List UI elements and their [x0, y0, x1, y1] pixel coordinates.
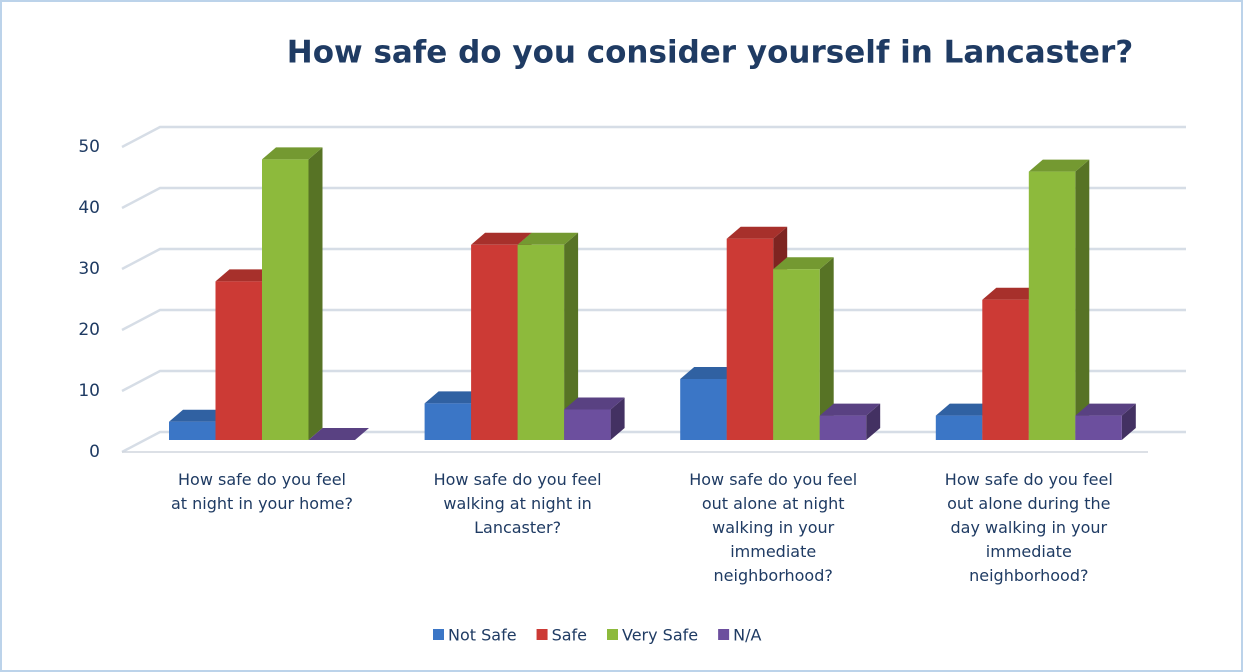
legend-label: N/A [733, 626, 761, 645]
bar-side [1121, 403, 1136, 440]
bar-top [262, 147, 323, 160]
bar-top [169, 409, 230, 422]
bar-top [471, 232, 532, 245]
bar-side [819, 257, 834, 440]
bar-side [1075, 159, 1090, 440]
bar-side [564, 232, 579, 440]
bar-front [935, 415, 983, 440]
y-tick-label: 10 [78, 381, 100, 401]
grid-line [121, 125, 1186, 149]
legend-swatch [536, 629, 548, 640]
x-tick-label: How safe do you feel out alone during the… [945, 470, 1113, 585]
bar-top [564, 397, 625, 410]
bar-front [262, 159, 309, 440]
bar-top [517, 232, 579, 245]
chart-title: How safe do you consider yourself in Lan… [287, 35, 1133, 71]
bar [308, 428, 369, 440]
bar-side [866, 403, 881, 440]
bar [1075, 403, 1136, 440]
y-tick-label: 50 [78, 137, 100, 157]
legend-swatch [433, 629, 444, 640]
bar-top [819, 403, 881, 416]
grid-line [121, 186, 1186, 210]
bar [262, 147, 323, 440]
bar [819, 403, 881, 440]
bar-top [1075, 403, 1136, 416]
bar [773, 257, 834, 440]
bar [1028, 159, 1090, 440]
grid-line [121, 369, 1186, 393]
bar [517, 232, 579, 440]
y-tick-label: 0 [89, 442, 100, 462]
bar-top [215, 269, 276, 282]
bar-top [308, 428, 369, 440]
bar-front [680, 379, 727, 440]
legend-swatch [607, 629, 618, 640]
bar-top [424, 391, 486, 404]
bar-side [610, 397, 625, 440]
bar-side [308, 147, 323, 440]
bar-front [215, 281, 262, 440]
bar-top [935, 403, 997, 416]
bar-front [726, 238, 774, 440]
bar-front [424, 403, 472, 440]
legend-swatch [718, 629, 730, 640]
y-tick-label: 20 [78, 320, 100, 340]
x-tick-label: How safe do you feel out alone at night wa… [689, 470, 857, 585]
legend-label: Safe [552, 626, 587, 645]
bar-top [982, 287, 1043, 300]
bar-front [819, 415, 867, 440]
bar-front [517, 244, 565, 440]
y-tick-label: 40 [78, 198, 100, 218]
x-tick-label: How safe do you feel at night in your hom… [171, 470, 353, 513]
bar-top [726, 226, 788, 239]
legend-label: Not Safe [448, 626, 517, 645]
bar-top [1028, 159, 1090, 172]
x-tick-label: How safe do you feel walking at night in L… [434, 470, 602, 537]
y-tick-label: 30 [78, 259, 100, 279]
bar-front [1028, 171, 1076, 440]
bar-top [680, 367, 741, 379]
bar-front [1075, 415, 1122, 440]
bar [564, 397, 625, 440]
grid-line [121, 247, 1186, 271]
bar-front [564, 409, 611, 440]
legend-label: Very Safe [622, 626, 698, 645]
bar-front [773, 269, 820, 440]
grid-line [121, 308, 1186, 332]
bar-front [471, 244, 518, 440]
bar-front [169, 421, 216, 440]
bar-front [982, 299, 1029, 440]
bar-top [773, 257, 834, 270]
